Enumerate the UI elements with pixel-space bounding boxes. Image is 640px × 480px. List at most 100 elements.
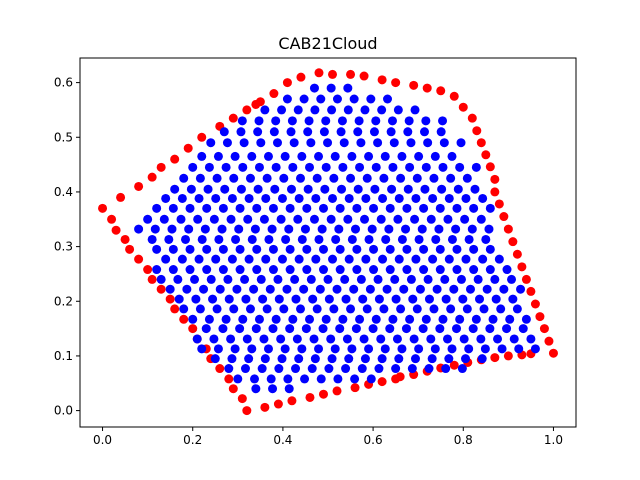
- interior-point: [285, 203, 295, 213]
- interior-point: [390, 274, 400, 284]
- interior-point: [194, 254, 204, 264]
- interior-point: [478, 193, 488, 203]
- interior-point: [414, 151, 424, 161]
- interior-point: [491, 294, 501, 304]
- interior-point: [197, 344, 207, 354]
- interior-point: [350, 374, 360, 384]
- interior-point: [482, 284, 492, 294]
- interior-point: [263, 344, 273, 354]
- interior-point: [461, 354, 471, 364]
- interior-point: [437, 184, 447, 194]
- interior-point: [436, 127, 446, 137]
- interior-point: [268, 384, 278, 394]
- interior-point: [469, 203, 479, 213]
- interior-point: [191, 294, 201, 304]
- interior-point: [417, 224, 427, 234]
- interior-point: [259, 214, 269, 224]
- x-tick-label: 0.0: [93, 433, 112, 447]
- interior-point: [289, 138, 299, 148]
- interior-point: [271, 314, 281, 324]
- interior-point: [213, 151, 223, 161]
- interior-point: [224, 294, 234, 304]
- interior-point: [451, 224, 461, 234]
- interior-point: [230, 344, 240, 354]
- interior-point: [387, 116, 397, 126]
- interior-point: [479, 304, 489, 314]
- interior-point: [441, 294, 451, 304]
- boundary-point: [490, 353, 500, 363]
- interior-point: [352, 265, 362, 275]
- interior-point: [443, 214, 453, 224]
- interior-point: [410, 354, 420, 364]
- interior-point: [429, 304, 439, 314]
- interior-point: [494, 254, 504, 264]
- interior-point: [230, 151, 240, 161]
- interior-point: [351, 224, 361, 234]
- interior-point: [303, 127, 313, 137]
- interior-point: [328, 254, 338, 264]
- boundary-point: [242, 406, 252, 416]
- interior-point: [497, 344, 507, 354]
- interior-point: [403, 127, 413, 137]
- interior-point: [462, 173, 472, 183]
- interior-point: [161, 254, 171, 264]
- interior-point: [247, 344, 257, 354]
- interior-point: [412, 173, 422, 183]
- interior-point: [326, 334, 336, 344]
- interior-point: [405, 162, 415, 172]
- interior-point: [378, 193, 388, 203]
- boundary-point: [395, 372, 405, 382]
- interior-point: [419, 244, 429, 254]
- interior-point: [197, 234, 207, 244]
- interior-point: [274, 364, 284, 374]
- interior-point: [301, 324, 311, 334]
- interior-point: [282, 94, 292, 104]
- interior-point: [441, 364, 451, 374]
- interior-point: [237, 116, 247, 126]
- interior-point: [415, 284, 425, 294]
- boundary-point: [147, 172, 157, 182]
- interior-point: [353, 127, 363, 137]
- boundary-point: [449, 360, 459, 370]
- interior-point: [402, 203, 412, 213]
- interior-point: [277, 193, 287, 203]
- interior-point: [218, 265, 228, 275]
- interior-point: [361, 254, 371, 264]
- interior-point: [430, 344, 440, 354]
- boundary-point: [449, 91, 459, 101]
- boundary-point: [111, 225, 121, 235]
- interior-point: [256, 274, 266, 284]
- interior-point: [376, 214, 386, 224]
- interior-point: [387, 184, 397, 194]
- boundary-point: [156, 284, 166, 294]
- interior-point: [277, 354, 287, 364]
- interior-point: [235, 324, 245, 334]
- boundary-point: [490, 174, 500, 184]
- interior-point: [428, 193, 438, 203]
- interior-point: [391, 364, 401, 374]
- interior-point: [212, 173, 222, 183]
- interior-point: [453, 184, 463, 194]
- interior-point: [508, 294, 518, 304]
- interior-point: [355, 314, 365, 324]
- interior-point: [356, 274, 366, 284]
- interior-point: [357, 364, 367, 374]
- interior-point: [484, 224, 494, 234]
- interior-point: [256, 138, 266, 148]
- interior-point: [212, 304, 222, 314]
- y-tick-label: 0.5: [54, 130, 73, 144]
- boundary-point: [134, 254, 144, 264]
- interior-point: [204, 314, 214, 324]
- interior-point: [512, 304, 522, 314]
- interior-point: [462, 304, 472, 314]
- interior-point: [297, 234, 307, 244]
- interior-point: [521, 314, 531, 324]
- interior-point: [414, 344, 424, 354]
- interior-point: [438, 314, 448, 324]
- interior-point: [227, 354, 237, 364]
- interior-point: [383, 94, 393, 104]
- interior-point: [218, 203, 228, 213]
- interior-point: [203, 184, 213, 194]
- interior-point: [251, 324, 261, 334]
- boundary-point: [490, 187, 500, 197]
